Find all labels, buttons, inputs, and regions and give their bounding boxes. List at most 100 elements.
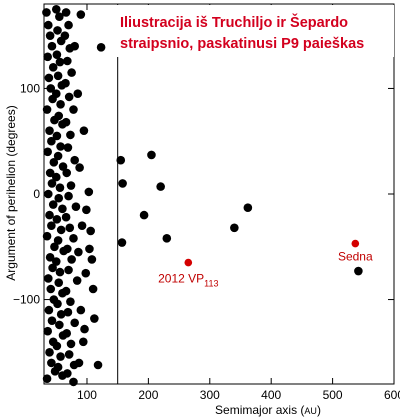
data-point (354, 266, 363, 276)
y-axis-label: Argument of perihelion (degrees) (4, 105, 18, 280)
data-point (69, 377, 78, 387)
y-tick-label: 100 (20, 81, 40, 95)
data-point (44, 73, 54, 83)
data-point (48, 63, 58, 72)
data-point (63, 307, 73, 317)
data-point (70, 41, 80, 51)
data-point (47, 179, 57, 188)
data-point (96, 42, 106, 52)
data-point (62, 168, 72, 178)
data-point (43, 326, 52, 336)
data-point (52, 50, 62, 59)
data-point (81, 268, 91, 278)
data-point (61, 8, 71, 17)
data-point (55, 57, 65, 67)
plot-frame (43, 3, 395, 385)
x-axis-label: Semimajor axis (AU) (215, 403, 321, 417)
data-point (54, 278, 64, 287)
data-point (43, 189, 53, 199)
data-point (55, 183, 65, 192)
data-point (118, 179, 127, 188)
caption-line-1: Iliustracija iš Truchiljo ir Šepardo (120, 13, 348, 31)
data-point (56, 225, 66, 235)
y-tick-label: 0 (33, 187, 40, 201)
data-point (67, 68, 76, 77)
data-point (82, 205, 91, 215)
x-tick-label: 300 (200, 388, 220, 402)
data-point (46, 84, 56, 93)
highlight-point (351, 239, 360, 248)
data-point (51, 257, 61, 266)
data-point (55, 267, 65, 277)
data-point (52, 215, 62, 224)
data-point (156, 182, 165, 191)
data-point (53, 71, 63, 81)
data-point (48, 200, 58, 209)
data-point (87, 255, 97, 264)
data-point (65, 223, 75, 233)
data-point (49, 158, 59, 167)
point-label: 2012 VP113 (158, 272, 218, 289)
data-point (64, 92, 74, 102)
highlight-labels: 2012 VP113 Sedna (158, 250, 373, 289)
point-label: Sedna (338, 250, 373, 264)
data-point (43, 52, 52, 62)
data-point (54, 193, 64, 203)
data-point (60, 31, 70, 40)
data-point (64, 20, 73, 30)
data-point (47, 221, 56, 230)
caption-line-2: straipsnio, paskatinusi P9 paieškas (120, 36, 364, 52)
data-point (64, 350, 74, 359)
data-point (162, 234, 172, 243)
data-point (46, 284, 56, 294)
data-point (52, 341, 62, 351)
data-point (147, 150, 156, 160)
data-point (42, 374, 52, 384)
data-point (79, 126, 89, 135)
data-point (76, 10, 86, 19)
data-point (63, 244, 72, 254)
data-point (61, 212, 71, 222)
data-point (230, 223, 239, 233)
data-point (58, 162, 68, 171)
data-point (64, 265, 73, 275)
data-point (77, 221, 87, 230)
data-point (117, 238, 127, 247)
data-point (47, 136, 56, 146)
data-point (42, 105, 52, 114)
data-point (76, 305, 86, 315)
data-point (56, 352, 65, 361)
data-point (56, 142, 65, 151)
data-point (58, 204, 67, 214)
data-point (84, 187, 94, 197)
data-point (52, 131, 62, 141)
data-point (51, 172, 61, 182)
data-point (43, 274, 53, 283)
data-point (48, 263, 57, 273)
data-point (66, 130, 75, 140)
data-point (45, 31, 55, 40)
x-tick-label: 500 (323, 388, 343, 402)
data-point (63, 369, 72, 378)
data-point (90, 314, 99, 323)
data-point (66, 297, 75, 306)
data-point (73, 89, 83, 99)
y-tick-label: −100 (13, 293, 40, 307)
data-point (55, 320, 64, 330)
data-point (54, 111, 64, 121)
data-point (78, 337, 88, 347)
data-point (72, 276, 82, 285)
x-tick-label: 600 (384, 388, 400, 402)
data-point (86, 226, 95, 236)
data-point (42, 231, 52, 241)
data-point (63, 143, 73, 152)
data-point (51, 4, 61, 14)
data-point (56, 99, 65, 109)
data-point (42, 8, 51, 17)
data-point (116, 155, 126, 165)
data-point (47, 316, 57, 325)
data-point (66, 181, 76, 190)
caption-background (112, 5, 394, 57)
axis-ticks: 100 200 300 400 500 600 −100 0 100 (13, 4, 400, 402)
data-point (53, 299, 62, 309)
